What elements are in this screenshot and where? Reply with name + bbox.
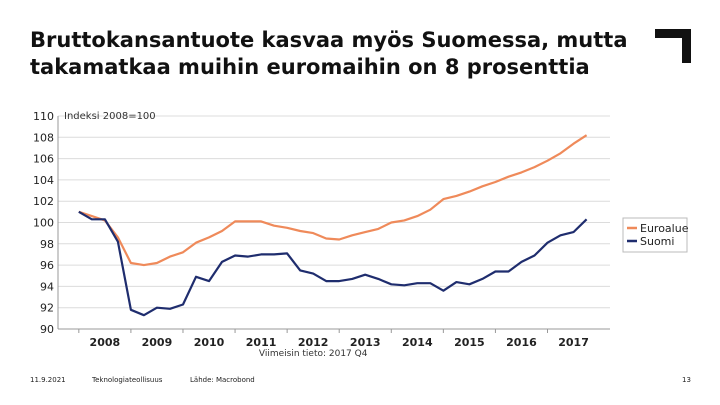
legend-box [622, 217, 688, 253]
y-tick-label: 100 [33, 217, 54, 230]
y-tick-label: 92 [40, 302, 54, 315]
x-axis-ticks: 2008 2009 2010 2011 2012 2013 2014 2015 2016 2017 [78, 329, 589, 349]
y-tick-label: 104 [33, 174, 54, 187]
y-tick-label: 110 [33, 110, 54, 123]
y-tick-label: 90 [40, 323, 54, 336]
chart-series [78, 134, 588, 317]
x-tick-label: 2013 [350, 336, 381, 349]
x-tick-label: 2017 [558, 336, 589, 349]
y-tick-label: 98 [40, 238, 54, 251]
footer-page-number: 13 [682, 376, 691, 384]
footer-organization: Teknologiateollisuus [92, 376, 163, 384]
y-tick-label: 108 [33, 131, 54, 144]
series-line-euroalue [78, 134, 588, 267]
chart-annotations: Indeksi 2008=100 Viimeisin tieto: 2017 Q4 [64, 111, 368, 359]
x-tick-label: 2010 [194, 336, 225, 349]
footer-date: 11.9.2021 [30, 376, 66, 384]
slide-title: Bruttokansantuote kasvaa myös Suomessa, … [30, 27, 630, 81]
chart-index-annotation: Indeksi 2008=100 [64, 111, 156, 122]
x-tick-label: 2009 [142, 336, 173, 349]
series-line-suomi [78, 210, 588, 317]
x-tick-label: 2016 [506, 336, 537, 349]
footer-source: Lähde: Macrobond [190, 376, 255, 384]
x-tick-label: 2014 [402, 336, 433, 349]
x-tick-label: 2012 [298, 336, 329, 349]
y-tick-label: 94 [40, 280, 54, 293]
slide-title-line-2: takamatkaa muihin euromaihin on 8 prosen… [30, 55, 590, 79]
y-tick-label: 96 [40, 259, 54, 272]
x-tick-label: 2015 [454, 336, 485, 349]
brand-corner-logo [655, 29, 691, 63]
y-tick-label: 102 [33, 195, 54, 208]
slide-title-line-1: Bruttokansantuote kasvaa myös Suomessa, … [30, 28, 628, 52]
legend-label: Euroalue [640, 222, 689, 235]
chart-latest-data-annotation: Viimeisin tieto: 2017 Q4 [259, 349, 368, 359]
x-tick-label: 2011 [246, 336, 277, 349]
legend-label: Suomi [640, 235, 674, 248]
gdp-line-chart: 90 92 94 96 98 100 102 104 106 108 110 2008 2009 201… [33, 110, 689, 359]
y-tick-label: 106 [33, 153, 54, 166]
chart-grid [57, 115, 610, 330]
x-tick-label: 2008 [90, 336, 121, 349]
y-axis-ticks: 90 92 94 96 98 100 102 104 106 108 110 [33, 110, 54, 336]
